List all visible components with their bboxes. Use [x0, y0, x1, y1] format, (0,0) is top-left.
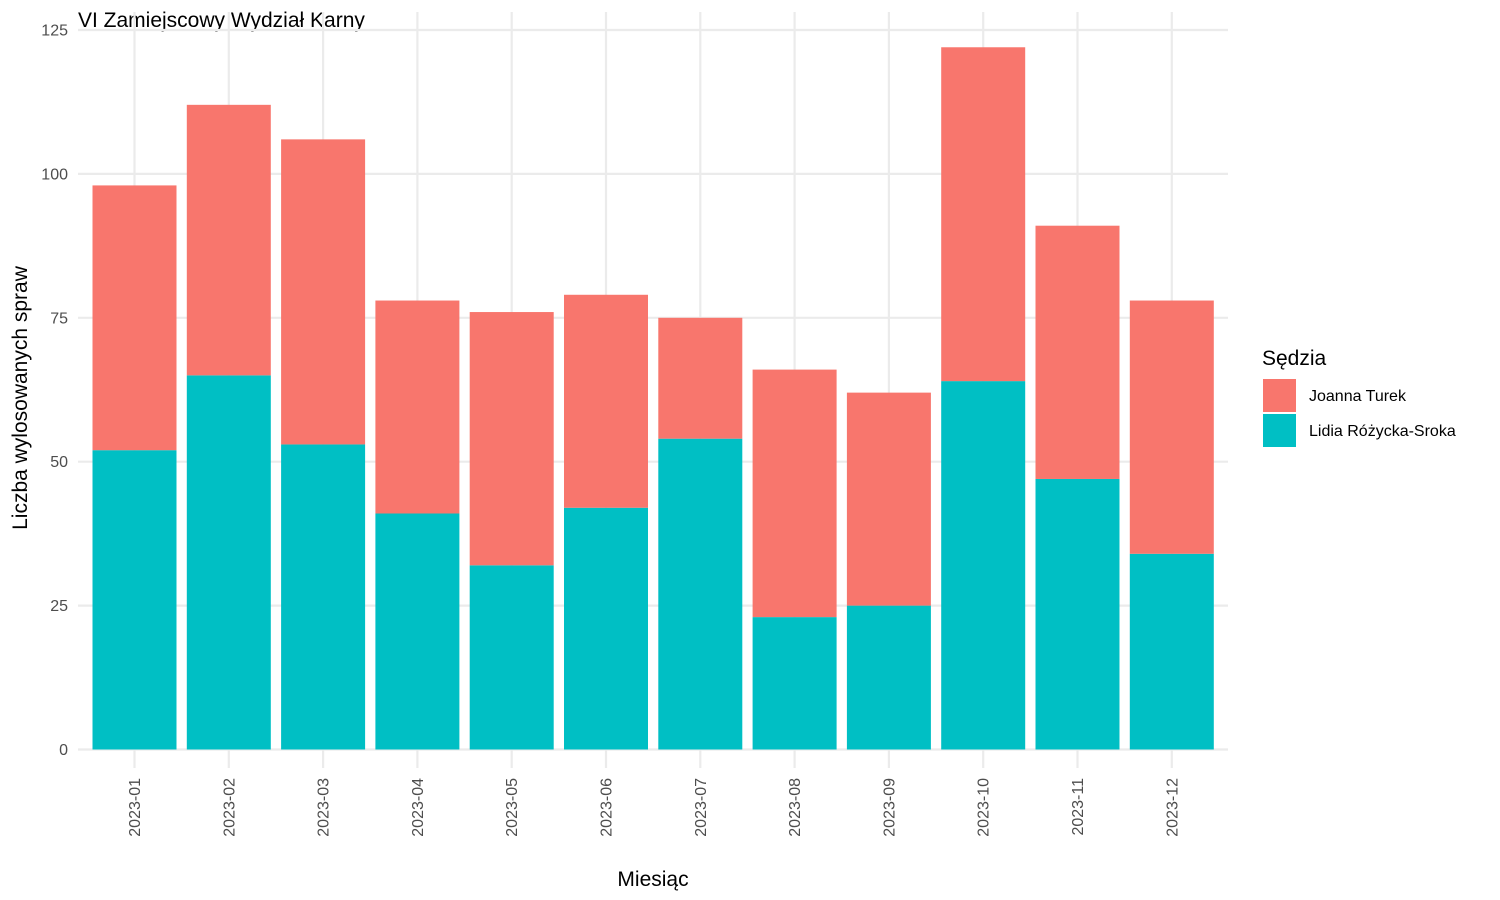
- legend-label: Joanna Turek: [1309, 388, 1407, 405]
- bar-lidia-rozycka-sroka-2023-12: [1129, 553, 1214, 750]
- x-tick-label: 2023-03: [316, 778, 333, 837]
- bar-lidia-rozycka-sroka-2023-09: [846, 605, 931, 750]
- bar-joanna-turek-2023-01: [92, 185, 177, 451]
- y-tick-label: 0: [59, 742, 68, 759]
- x-tick-label: 2023-12: [1164, 778, 1181, 837]
- bar-lidia-rozycka-sroka-2023-05: [469, 565, 554, 750]
- bar-joanna-turek-2023-06: [564, 294, 648, 508]
- x-tick-label: 2023-08: [787, 778, 804, 837]
- bar-joanna-turek-2023-07: [658, 317, 743, 439]
- x-tick-label: 2023-04: [410, 778, 427, 837]
- x-tick-label: 2023-10: [976, 778, 993, 837]
- bar-joanna-turek-2023-11: [1035, 225, 1120, 479]
- x-tick-label: 2023-01: [127, 778, 144, 837]
- x-tick-label: 2023-02: [221, 778, 238, 837]
- legend-title: Sędzia: [1262, 347, 1327, 370]
- bar-lidia-rozycka-sroka-2023-10: [941, 381, 1026, 750]
- legend-swatch: [1263, 379, 1296, 412]
- x-axis-ticks: 2023-01 2023-02 2023-03 2023-04 2023-05 2023-…: [127, 778, 1181, 837]
- bar-lidia-rozycka-sroka-2023-02: [186, 375, 271, 750]
- chart-title: VI Zamiejscowy Wydział Karny: [78, 9, 365, 32]
- bar-joanna-turek-2023-05: [469, 312, 554, 566]
- bar-joanna-turek-2023-10: [941, 47, 1026, 382]
- legend-label: Lidia Różycka-Sroka: [1309, 423, 1456, 440]
- y-axis-ticks: 0 25 50 75 100 125: [41, 23, 68, 760]
- bar-lidia-rozycka-sroka-2023-03: [281, 444, 366, 750]
- x-axis-title: Miesiąc: [617, 868, 688, 891]
- legend-swatch: [1263, 414, 1296, 447]
- bar-joanna-turek-2023-09: [846, 392, 931, 606]
- x-tick-label: 2023-06: [599, 778, 616, 837]
- y-tick-label: 125: [41, 23, 68, 40]
- y-tick-label: 75: [50, 310, 68, 327]
- bar-lidia-rozycka-sroka-2023-11: [1035, 478, 1120, 750]
- bar-joanna-turek-2023-04: [375, 300, 460, 514]
- bar-joanna-turek-2023-08: [752, 369, 837, 618]
- y-tick-label: 50: [50, 454, 68, 471]
- x-tick-label: 2023-05: [504, 778, 521, 837]
- legend: Sędzia Joanna Turek Lidia Różycka-Sroka: [1262, 347, 1456, 447]
- y-tick-label: 100: [41, 166, 68, 183]
- bar-joanna-turek-2023-02: [186, 104, 271, 376]
- bars: [92, 47, 1214, 750]
- bar-lidia-rozycka-sroka-2023-04: [375, 513, 460, 750]
- x-tick-label: 2023-11: [1070, 778, 1087, 836]
- bar-lidia-rozycka-sroka-2023-08: [752, 617, 837, 750]
- bar-joanna-turek-2023-03: [281, 139, 366, 445]
- y-axis-title: Liczba wylosowanych spraw: [9, 265, 32, 530]
- x-tick-label: 2023-07: [693, 778, 710, 837]
- bar-joanna-turek-2023-12: [1129, 300, 1214, 554]
- x-tick-label: 2023-09: [881, 778, 898, 837]
- y-tick-label: 25: [50, 598, 68, 615]
- bar-lidia-rozycka-sroka-2023-06: [564, 507, 648, 750]
- bar-lidia-rozycka-sroka-2023-07: [658, 438, 743, 750]
- bar-lidia-rozycka-sroka-2023-01: [92, 450, 177, 750]
